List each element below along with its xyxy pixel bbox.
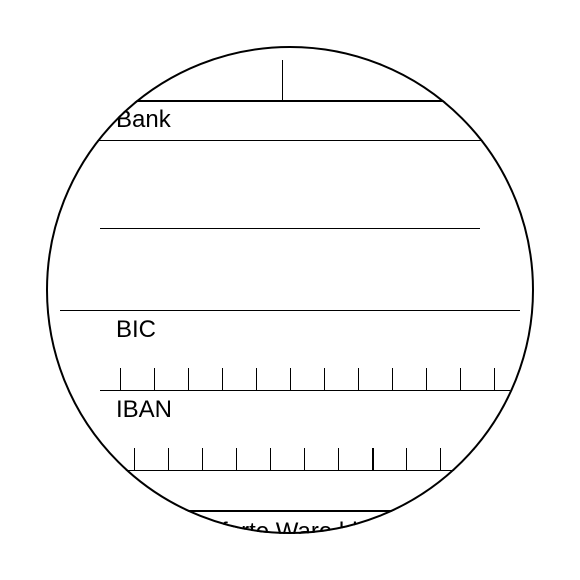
divider-line xyxy=(100,100,480,102)
divider-line xyxy=(80,470,520,471)
divider-line xyxy=(60,140,520,141)
divider-line xyxy=(100,390,510,391)
bic-input-cells[interactable] xyxy=(120,368,494,390)
iban-label: IBAN xyxy=(116,398,172,422)
iban-input-cells[interactable] xyxy=(100,448,534,470)
cell-tick xyxy=(282,60,283,100)
cell-tick xyxy=(494,368,495,390)
divider-line xyxy=(100,228,480,229)
bic-label: BIC xyxy=(116,318,156,342)
footer-text: ie gelieferte Ware bleib xyxy=(145,520,390,534)
bank-label: Bank xyxy=(116,108,171,132)
divider-line xyxy=(110,510,470,512)
divider-line xyxy=(60,310,520,311)
